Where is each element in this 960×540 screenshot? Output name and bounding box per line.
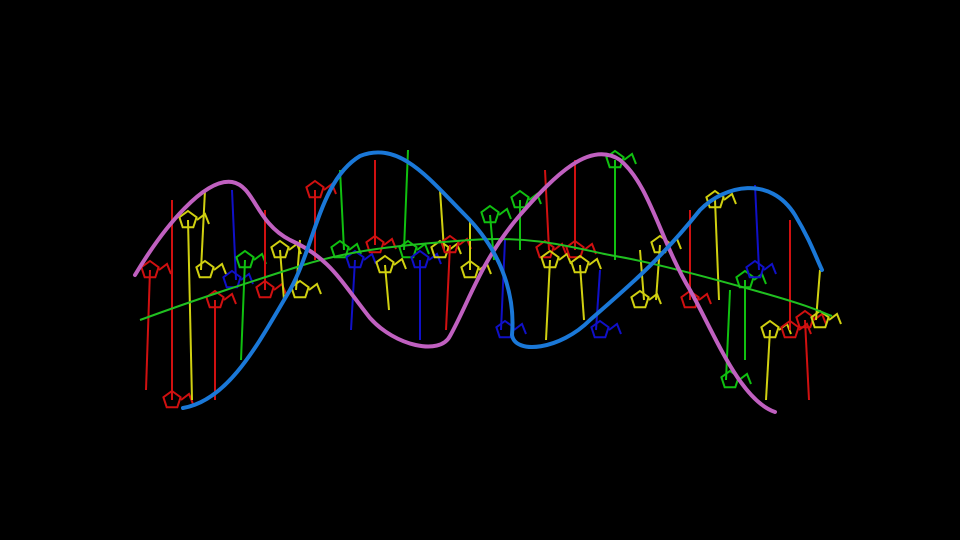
phosphate-branch bbox=[763, 262, 777, 275]
sugar-ring bbox=[760, 319, 780, 339]
base-stick bbox=[595, 269, 601, 331]
sugar-ring bbox=[780, 319, 800, 339]
sugar-ring bbox=[235, 249, 255, 269]
sugar-ring bbox=[430, 239, 450, 259]
phosphate-branch bbox=[623, 152, 637, 165]
sugar-ring bbox=[745, 259, 765, 279]
phosphate-branch bbox=[213, 262, 227, 275]
base-stick bbox=[545, 259, 551, 341]
sugar-ring bbox=[410, 249, 430, 269]
base-stick bbox=[500, 239, 506, 331]
base-stick bbox=[187, 219, 193, 401]
base-stick bbox=[579, 264, 585, 321]
sugar-ring bbox=[590, 319, 610, 339]
sugar-ring bbox=[535, 239, 555, 259]
sugar-ring bbox=[330, 239, 350, 259]
phosphate-branch bbox=[428, 252, 442, 265]
phosphate-branch bbox=[498, 207, 512, 220]
sugar-ring bbox=[178, 209, 198, 229]
sugar-ring bbox=[510, 189, 530, 209]
phosphate-branch bbox=[698, 292, 712, 305]
base-stick bbox=[295, 239, 301, 291]
phosphate-branch bbox=[180, 392, 194, 405]
base-stick bbox=[804, 319, 810, 401]
sugar-ring bbox=[365, 234, 385, 254]
sugar-ring bbox=[270, 239, 290, 259]
backbone-strand-magenta bbox=[133, 152, 777, 414]
phosphate-branch bbox=[558, 252, 572, 265]
phosphate-branch bbox=[588, 257, 602, 270]
sugar-ring bbox=[345, 249, 365, 269]
sugar-ring bbox=[255, 279, 275, 299]
phosphate-branch bbox=[608, 322, 622, 335]
phosphate-branch bbox=[553, 242, 567, 255]
phosphate-branch bbox=[583, 242, 597, 255]
base-stick bbox=[145, 269, 151, 391]
phosphate-branch bbox=[738, 372, 752, 385]
phosphate-branch bbox=[308, 282, 322, 295]
base-stick bbox=[279, 249, 285, 301]
phosphate-branch bbox=[383, 237, 397, 250]
base-stick bbox=[231, 189, 237, 281]
sugar-ring bbox=[810, 309, 830, 329]
helix-axis-line bbox=[139, 238, 833, 321]
base-stick bbox=[765, 329, 771, 401]
sugar-ring bbox=[570, 254, 590, 274]
sugar-ring bbox=[162, 389, 182, 409]
base-stick bbox=[403, 149, 409, 251]
base-stick bbox=[445, 244, 451, 331]
backbone-strand-blue bbox=[181, 150, 824, 410]
sugar-ring bbox=[540, 249, 560, 269]
base-stick bbox=[754, 184, 760, 271]
phosphate-branch bbox=[723, 192, 737, 205]
sugar-ring bbox=[375, 254, 395, 274]
base-stick bbox=[544, 169, 550, 251]
sugar-ring bbox=[680, 289, 700, 309]
phosphate-branch bbox=[363, 252, 377, 265]
phosphate-branch bbox=[158, 262, 172, 275]
base-stick bbox=[240, 259, 246, 361]
sugar-ring bbox=[460, 259, 480, 279]
phosphate-branch bbox=[393, 257, 407, 270]
phosphate-branch bbox=[828, 312, 842, 325]
sugar-ring bbox=[305, 179, 325, 199]
phosphate-branch bbox=[513, 322, 527, 335]
phosphate-branch bbox=[196, 212, 210, 225]
sugar-ring bbox=[480, 204, 500, 224]
base-stick bbox=[725, 289, 731, 381]
sugar-ring bbox=[195, 259, 215, 279]
sugar-ring bbox=[140, 259, 160, 279]
phosphate-branch bbox=[223, 292, 237, 305]
base-stick bbox=[339, 169, 345, 251]
base-stick bbox=[815, 269, 821, 321]
base-stick bbox=[200, 189, 206, 271]
sugar-ring bbox=[630, 289, 650, 309]
base-stick bbox=[714, 199, 720, 301]
